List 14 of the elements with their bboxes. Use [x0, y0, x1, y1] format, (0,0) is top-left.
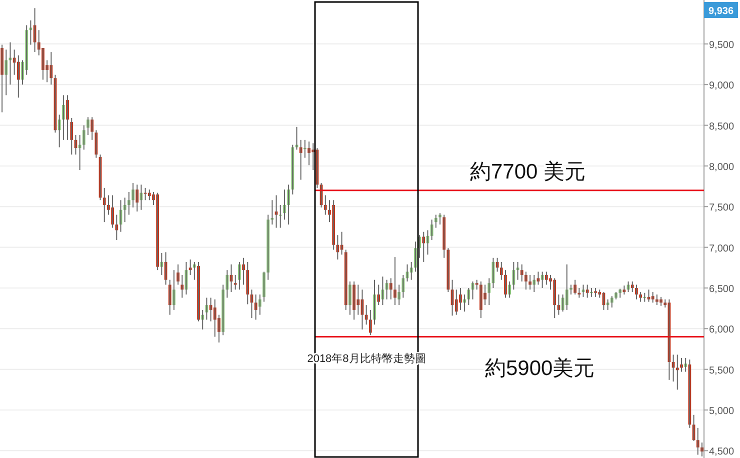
ref-line-label: 約5900美元	[485, 356, 595, 380]
y-tick-label: 6,000	[709, 324, 734, 336]
text: 9,936	[708, 6, 734, 17]
y-tick-label: 9,000	[709, 80, 734, 92]
y-tick-label: 5,500	[709, 365, 734, 376]
y-tick-label: 9,500	[709, 40, 734, 51]
y-tick-label: 7,000	[709, 243, 734, 254]
y-tick-label: 8,000	[709, 162, 734, 173]
y-tick-label: 6,500	[709, 284, 734, 295]
ref-line-label: 約7700 美元	[470, 160, 586, 184]
y-tick-label: 4,500	[709, 446, 734, 458]
y-tick-label: 5,000	[709, 406, 734, 418]
y-tick-label: 7,500	[709, 202, 734, 214]
y-tick-label: 8,500	[709, 121, 734, 132]
